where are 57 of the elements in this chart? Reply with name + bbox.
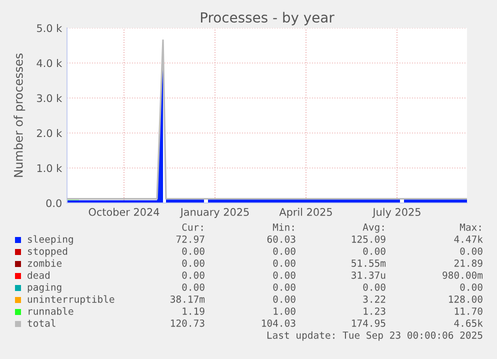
text: 3.22	[363, 295, 386, 303]
y-tick-label: 4.0 k	[36, 59, 62, 68]
text: 0.00	[182, 259, 204, 267]
text: 0.00	[182, 247, 204, 255]
legend-label: uninterruptible	[28, 295, 114, 305]
x-tick-label: January 2025	[180, 208, 249, 218]
text: 1.00	[274, 307, 296, 315]
text: 0.00	[182, 271, 204, 279]
text: 51.55m	[352, 260, 386, 267]
text: 1.19	[182, 307, 204, 315]
text: 21.89	[454, 259, 482, 267]
text: 0.00	[460, 283, 482, 291]
text: Max:	[460, 224, 481, 231]
legend-label: sleeping	[28, 235, 73, 245]
text: 4.65k	[454, 319, 483, 327]
legend-label: stopped	[28, 247, 68, 257]
legend-label: dead	[28, 271, 50, 279]
text: 38.17m	[170, 295, 205, 303]
y-axis-title: Number of processes	[14, 54, 26, 177]
y-tick-label: 3.0 k	[37, 94, 62, 102]
text: 174.95	[352, 319, 386, 327]
text: 11.70	[454, 307, 482, 315]
text: 0.00	[182, 283, 204, 291]
legend-label: paging	[28, 283, 62, 293]
text: 125.09	[352, 235, 386, 243]
y-tick-label: 0.0	[46, 199, 62, 208]
text: 0.00	[460, 247, 482, 255]
text: 1.23	[364, 307, 386, 315]
text: 31.37u	[352, 271, 386, 279]
legend-label: total	[28, 319, 56, 327]
x-tick-label: July 2025	[372, 208, 420, 218]
text: Last update: Tue Sep 23 00:00:06 2025	[267, 331, 482, 341]
text: Cur:	[182, 223, 203, 231]
text: 4.47k	[454, 235, 483, 243]
text: 60.03	[267, 235, 296, 243]
text: 980.00m	[442, 271, 483, 279]
y-tick-label: 2.0 k	[36, 129, 62, 138]
text: 128.00	[449, 295, 482, 303]
legend-label: runnable	[28, 307, 74, 315]
text: 0.00	[273, 259, 296, 267]
text: 0.00	[273, 271, 296, 279]
text: Min:	[272, 223, 294, 231]
legend-label: zombie	[28, 259, 62, 267]
text: 0.00	[273, 295, 296, 303]
x-tick-label: October 2024	[88, 208, 160, 216]
text: Avg:	[362, 224, 384, 233]
text: 0.00	[363, 247, 386, 255]
chart-title: Processes - by year	[200, 12, 334, 26]
y-tick-label: 1.0 k	[37, 164, 62, 172]
y-tick-label: 5.0 k	[37, 24, 62, 32]
x-tick-label: April 2025	[279, 208, 332, 218]
text: 104.03	[262, 319, 296, 327]
text: 0.00	[273, 247, 296, 255]
text: 120.73	[171, 319, 204, 327]
text: 72.97	[176, 235, 204, 243]
text: 0.00	[363, 283, 386, 291]
text: 0.00	[273, 283, 296, 291]
